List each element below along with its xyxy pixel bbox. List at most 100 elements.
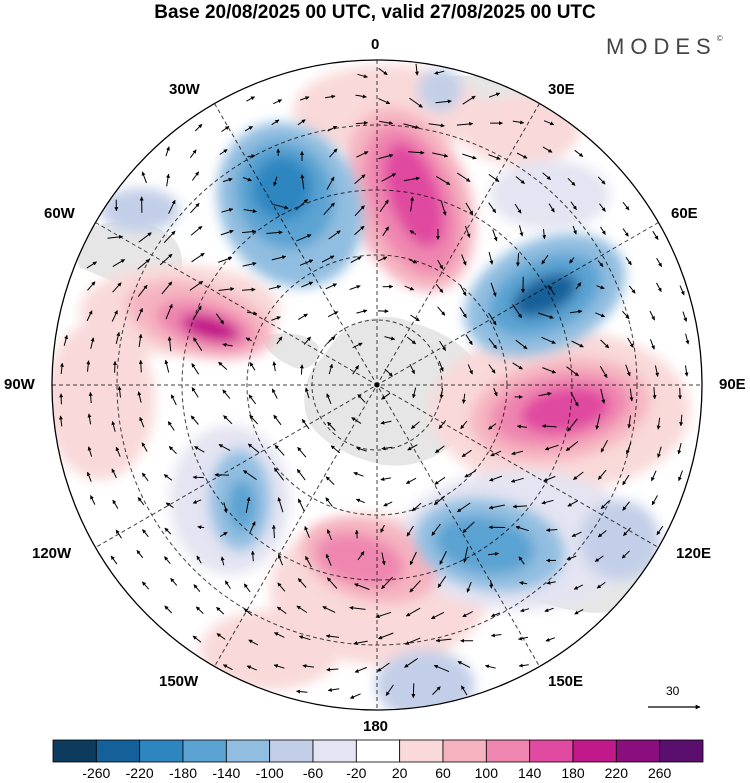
wind-vector bbox=[299, 364, 304, 375]
wind-vector bbox=[164, 605, 173, 614]
wind-vector bbox=[243, 209, 257, 213]
wind-vector bbox=[355, 498, 365, 504]
wind-vector bbox=[381, 576, 393, 590]
wind-vector bbox=[437, 576, 447, 588]
wind-vector bbox=[488, 202, 497, 214]
wind-vector bbox=[220, 556, 225, 566]
wind-vector bbox=[541, 254, 549, 265]
wind-vector bbox=[595, 312, 606, 318]
wind-vector bbox=[512, 504, 528, 509]
wind-vector bbox=[192, 635, 202, 643]
wind-vector bbox=[191, 252, 205, 263]
colorbar-tick-label: 140 bbox=[517, 765, 542, 781]
wind-vector bbox=[304, 387, 310, 399]
wind-vector bbox=[296, 234, 312, 242]
wind-vector bbox=[302, 664, 315, 669]
wind-vector bbox=[627, 415, 632, 429]
wind-vector bbox=[326, 529, 332, 541]
wind-vector bbox=[438, 360, 444, 372]
wind-vector bbox=[515, 525, 529, 532]
wind-vector bbox=[488, 423, 497, 430]
wind-vector bbox=[301, 281, 314, 288]
wind-vector bbox=[242, 287, 256, 292]
wind-vector bbox=[215, 313, 225, 325]
wind-vector bbox=[218, 361, 228, 370]
wind-vector bbox=[193, 337, 203, 351]
wind-vector bbox=[439, 340, 447, 351]
wind-vector bbox=[194, 446, 205, 453]
wind-vector bbox=[190, 225, 203, 236]
wind-vector bbox=[409, 580, 421, 593]
wind-vector bbox=[569, 309, 583, 314]
wind-vector bbox=[432, 152, 449, 158]
wind-vector bbox=[353, 640, 368, 646]
wind-vector bbox=[485, 664, 496, 669]
wind-vector bbox=[241, 229, 257, 234]
wind-vector bbox=[328, 230, 341, 240]
wind-vector bbox=[297, 578, 307, 588]
wind-vector bbox=[621, 550, 630, 559]
wind-vector bbox=[242, 177, 252, 182]
wind-vector bbox=[459, 284, 467, 296]
wind-vector bbox=[349, 605, 366, 610]
copyright-mark: © bbox=[716, 34, 723, 43]
wind-vector bbox=[548, 285, 556, 296]
wind-vector bbox=[538, 391, 552, 397]
wind-vector bbox=[137, 284, 148, 297]
wind-vector bbox=[165, 502, 174, 509]
wind-vector bbox=[220, 229, 234, 236]
wind-vector bbox=[168, 446, 177, 455]
wind-vector bbox=[462, 153, 477, 160]
wind-vector bbox=[86, 310, 93, 322]
wind-vector bbox=[567, 177, 576, 186]
lon-label-0: 0 bbox=[371, 36, 380, 53]
wind-vector bbox=[566, 555, 577, 561]
colorbar-tick-label: 180 bbox=[561, 765, 585, 781]
wind-vector bbox=[652, 387, 657, 400]
wind-vector bbox=[325, 283, 338, 290]
wind-vector bbox=[247, 154, 256, 159]
wind-vector bbox=[349, 285, 361, 290]
wind-vector bbox=[247, 443, 260, 454]
wind-vector bbox=[190, 202, 200, 214]
wind-vector bbox=[273, 99, 283, 105]
wind-vector bbox=[678, 470, 683, 482]
wind-vector bbox=[541, 336, 556, 344]
wind-vector bbox=[297, 446, 307, 458]
wind-vector bbox=[221, 125, 230, 133]
wind-vector bbox=[383, 501, 393, 507]
lon-label-120e: 120E bbox=[676, 545, 712, 562]
wind-vector bbox=[168, 199, 176, 214]
wind-vector bbox=[515, 176, 525, 184]
wind-vector bbox=[379, 199, 389, 212]
wind-vector bbox=[191, 171, 200, 181]
wind-vector bbox=[625, 364, 631, 377]
wind-vector bbox=[248, 394, 257, 405]
wind-vector bbox=[136, 307, 143, 321]
wind-vector bbox=[355, 120, 368, 125]
wind-vector bbox=[325, 497, 333, 507]
wind-vector bbox=[651, 470, 657, 482]
wind-vector bbox=[461, 254, 467, 266]
wind-vector bbox=[90, 337, 95, 349]
wind-vector bbox=[222, 177, 233, 183]
wind-vector bbox=[657, 446, 662, 458]
wind-vector bbox=[223, 502, 228, 513]
wind-vector bbox=[274, 444, 285, 456]
wind-vector bbox=[355, 94, 367, 99]
wind-vector bbox=[300, 174, 305, 190]
wind-vector bbox=[512, 120, 525, 125]
wind-vector bbox=[87, 413, 92, 425]
wind-vector bbox=[271, 255, 287, 261]
wind-vectors bbox=[58, 63, 690, 699]
wind-vector bbox=[90, 495, 96, 505]
wind-vector bbox=[574, 608, 584, 615]
wind-vector bbox=[543, 475, 556, 482]
wind-vector bbox=[679, 414, 684, 427]
wind-vector bbox=[303, 336, 311, 345]
wind-vector bbox=[567, 500, 579, 507]
wind-vector bbox=[384, 368, 393, 377]
wind-vector bbox=[404, 285, 415, 291]
wind-vector bbox=[246, 311, 258, 316]
wind-vector bbox=[467, 364, 473, 375]
